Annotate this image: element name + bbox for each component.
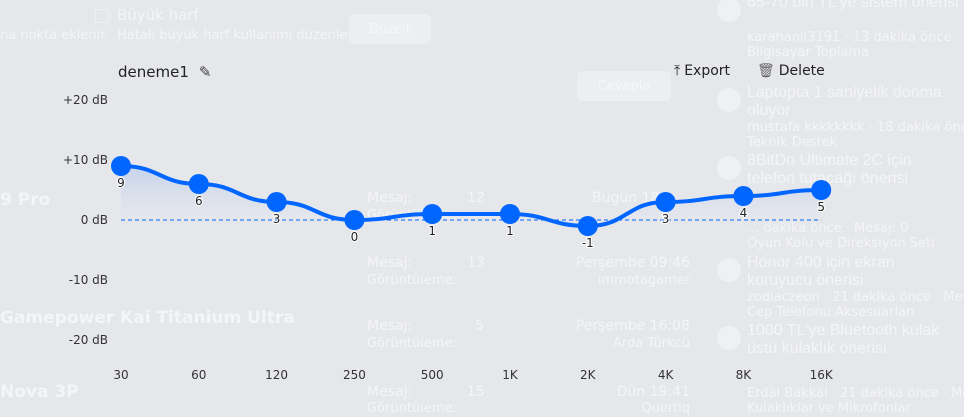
x-tick-label: 2K: [580, 368, 597, 382]
feed-title[interactable]: Laptopta 1 saniyelik donma oluyor: [747, 84, 942, 119]
views-label: Görüntüleme:: [367, 401, 457, 416]
delete-button[interactable]: 🗑 Delete: [757, 63, 825, 79]
checkbox[interactable]: [95, 9, 109, 23]
row-date: Perşembe 09:46: [575, 255, 690, 271]
avatar: [717, 0, 741, 22]
msg-label: Mesaj:: [367, 190, 413, 206]
x-tick-label: 1K: [502, 368, 519, 382]
fix-label: Düzelt: [369, 21, 411, 37]
msg-value: 13: [467, 255, 485, 271]
feed-title[interactable]: 8BitDo Ultimate 2C için telefon tutacağı…: [747, 152, 912, 187]
x-tick-label: 4K: [658, 368, 675, 382]
band-value-label: 9: [117, 176, 125, 190]
band-value-label: 1: [506, 224, 514, 238]
msg-label: Mesaj:: [367, 384, 413, 400]
band-value-label: 1: [428, 224, 436, 238]
curve-area: [121, 166, 822, 226]
feed-title[interactable]: 65-70 bin TL'ye sistem önerisi: [747, 0, 959, 11]
reply-button[interactable]: Cevapla: [577, 71, 671, 101]
y-tick-label: +20 dB: [63, 93, 108, 107]
trash-icon: 🗑: [757, 63, 775, 79]
row-date: Perşembe 16:08: [575, 318, 690, 334]
band-handle[interactable]: [500, 204, 520, 224]
band-handle[interactable]: [344, 210, 365, 230]
checkbox-desc: Hatalı büyük harf kullanımı düzenlenir.: [117, 28, 368, 43]
band-handle[interactable]: [577, 216, 598, 236]
export-button[interactable]: ⤒ Export: [674, 63, 730, 79]
msg-label: Mesaj:: [367, 318, 413, 334]
msg-value: 5: [475, 318, 484, 334]
avatar: [717, 326, 741, 350]
y-tick-label: +10 dB: [63, 153, 108, 167]
msg-value: 15: [467, 384, 485, 400]
topic-title: Gamepower Kai Titanium Ultra: [0, 308, 295, 328]
band-handle[interactable]: [422, 204, 443, 224]
topic-title: 9 Pro: [0, 190, 51, 210]
export-label: Export: [684, 63, 731, 79]
feed-title[interactable]: 1000 TL'ye Bluetooth kulak üstü kulaklık…: [747, 322, 940, 357]
band-handle[interactable]: [655, 192, 676, 212]
row-user[interactable]: immotagamer: [597, 273, 690, 288]
band-handle[interactable]: [111, 156, 131, 176]
x-tick-label: 30: [113, 368, 128, 382]
y-tick-label: -10 dB: [69, 273, 108, 287]
feed-category[interactable]: Teknik Destek: [747, 135, 838, 150]
row-user[interactable]: Quertiq: [641, 401, 690, 416]
feed-meta: mustafa kkkkkkkk · 18 dakika önce · M: [747, 120, 964, 135]
y-tick-label: 0 dB: [81, 213, 108, 227]
x-tick-label: 500: [421, 368, 444, 382]
feed-title[interactable]: Honor 400 için ekran koruyucu önerisi: [747, 254, 895, 289]
preset-name-text: deneme1: [118, 63, 189, 81]
views-label: Görüntüleme:: [367, 336, 457, 351]
left-desc: na nokta eklenir.: [0, 28, 109, 43]
eq-curve: [120, 164, 822, 229]
band-value-label: 0: [351, 230, 359, 244]
x-tick-label: 16K: [810, 368, 834, 382]
feed-category[interactable]: Bilgisayar Toplama: [747, 45, 870, 60]
y-tick-label: -20 dB: [69, 333, 108, 347]
feed-category[interactable]: Kulaklıklar ve Mikrofonlar: [747, 401, 911, 416]
band-handle[interactable]: [266, 192, 287, 212]
x-tick-label: 8K: [736, 368, 753, 382]
delete-label: Delete: [778, 63, 825, 79]
msg-value: 12: [467, 190, 485, 206]
avatar: [717, 258, 741, 282]
reply-label: Cevapla: [597, 78, 651, 94]
feed-category[interactable]: Cep Telefonu Aksesuarları: [747, 305, 915, 320]
avatar: [717, 156, 741, 180]
avatar: [717, 88, 741, 112]
x-tick-label: 120: [265, 368, 288, 382]
row-date: Dün 19:41: [616, 384, 690, 400]
checkbox-label: Büyük harf: [117, 6, 199, 24]
band-value-label: 6: [195, 194, 203, 208]
msg-label: Mesaj:: [367, 255, 413, 271]
row-user[interactable]: Arda Türkcü: [612, 336, 690, 351]
band-handle[interactable]: [811, 180, 832, 200]
preset-name[interactable]: deneme1 ✎: [118, 63, 211, 81]
band-value-label: -1: [582, 236, 594, 250]
feed-meta: zodiaczeon · 21 dakika önce · Mesaj: 5: [747, 290, 964, 305]
topic-title: Nova 3P: [0, 382, 79, 402]
feed-meta: karahanlı3191 · 13 dakika önce · Mesaj: [747, 30, 964, 45]
band-value-label: 3: [273, 212, 281, 226]
band-value-label: 5: [817, 200, 825, 214]
feed-meta: ... dakika önce · Mesaj: 0: [747, 221, 909, 236]
feed-category[interactable]: Oyun Kolu ve Direksiyon Seti: [747, 236, 935, 251]
pencil-icon[interactable]: ✎: [198, 63, 212, 81]
upload-icon: ⤒: [674, 63, 681, 79]
band-value-label: 4: [740, 206, 748, 220]
band-value-label: 3: [662, 212, 670, 226]
feed-meta: Erdal Bakkal · 21 dakika önce · Mesaj:: [747, 386, 964, 401]
views-label: Görüntüleme:: [367, 273, 457, 288]
x-tick-label: 250: [343, 368, 366, 382]
x-tick-label: 60: [191, 368, 206, 382]
band-handle[interactable]: [188, 174, 209, 194]
band-handle[interactable]: [733, 186, 754, 206]
fix-button[interactable]: Düzelt: [349, 14, 431, 44]
